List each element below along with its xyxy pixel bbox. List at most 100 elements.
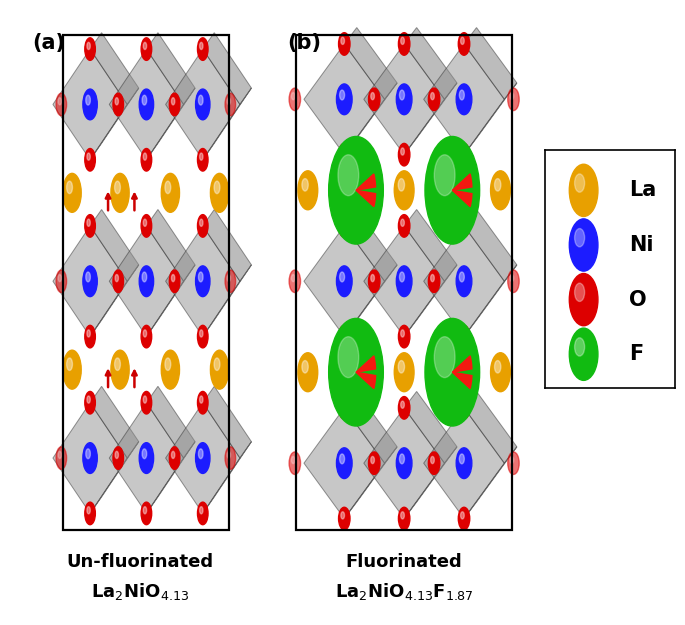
Polygon shape <box>90 265 139 337</box>
Circle shape <box>341 512 345 519</box>
Circle shape <box>141 38 151 61</box>
Polygon shape <box>304 408 385 519</box>
Circle shape <box>458 508 470 530</box>
Circle shape <box>142 272 147 282</box>
Circle shape <box>401 219 404 226</box>
Circle shape <box>458 396 470 419</box>
Circle shape <box>196 89 210 120</box>
Polygon shape <box>203 265 251 337</box>
Wedge shape <box>356 190 375 207</box>
Circle shape <box>336 448 352 479</box>
Circle shape <box>171 274 175 282</box>
Wedge shape <box>356 372 375 389</box>
Polygon shape <box>53 226 127 337</box>
Circle shape <box>115 274 119 282</box>
Circle shape <box>111 350 129 389</box>
Polygon shape <box>404 265 457 337</box>
Polygon shape <box>464 209 517 281</box>
Circle shape <box>329 136 384 244</box>
Circle shape <box>399 454 404 464</box>
Polygon shape <box>90 442 139 513</box>
Polygon shape <box>464 391 517 463</box>
Circle shape <box>86 449 90 459</box>
Polygon shape <box>203 442 251 513</box>
Circle shape <box>113 447 123 469</box>
Circle shape <box>165 358 171 371</box>
Circle shape <box>289 452 301 474</box>
Polygon shape <box>404 83 457 154</box>
Text: F: F <box>629 344 643 364</box>
Circle shape <box>401 512 404 519</box>
Circle shape <box>399 90 404 100</box>
Circle shape <box>169 270 180 292</box>
Circle shape <box>86 272 90 282</box>
Circle shape <box>56 447 66 469</box>
Circle shape <box>141 391 151 414</box>
Circle shape <box>199 153 203 160</box>
Polygon shape <box>203 32 251 104</box>
Polygon shape <box>53 49 127 160</box>
Circle shape <box>397 84 412 115</box>
Circle shape <box>115 451 119 459</box>
Circle shape <box>395 352 414 392</box>
Polygon shape <box>166 49 240 160</box>
Circle shape <box>225 93 236 116</box>
Circle shape <box>291 456 295 464</box>
Circle shape <box>63 350 82 389</box>
Circle shape <box>369 452 380 474</box>
Circle shape <box>425 136 479 244</box>
Circle shape <box>399 272 404 282</box>
Circle shape <box>428 270 440 292</box>
Circle shape <box>87 507 90 514</box>
Circle shape <box>83 89 97 120</box>
Circle shape <box>169 447 180 469</box>
Polygon shape <box>423 44 504 154</box>
Circle shape <box>495 179 501 191</box>
Circle shape <box>199 449 203 459</box>
Circle shape <box>87 396 90 403</box>
Circle shape <box>225 447 236 469</box>
Circle shape <box>86 95 90 105</box>
Circle shape <box>395 171 414 210</box>
Circle shape <box>141 149 151 171</box>
Polygon shape <box>166 402 240 513</box>
Circle shape <box>58 98 62 105</box>
Circle shape <box>428 88 440 111</box>
Circle shape <box>341 401 345 408</box>
Circle shape <box>142 95 147 105</box>
Text: Un-fluorinated: Un-fluorinated <box>67 553 214 571</box>
Circle shape <box>508 270 519 292</box>
Polygon shape <box>147 32 195 104</box>
Circle shape <box>302 179 308 191</box>
Circle shape <box>199 330 203 337</box>
Circle shape <box>398 179 405 191</box>
Circle shape <box>161 173 179 213</box>
Circle shape <box>458 32 470 55</box>
Circle shape <box>85 326 95 348</box>
Circle shape <box>399 396 410 419</box>
Circle shape <box>397 448 412 479</box>
Circle shape <box>58 451 62 459</box>
Polygon shape <box>345 391 397 463</box>
Text: (a): (a) <box>33 32 66 52</box>
Circle shape <box>199 219 203 226</box>
Circle shape <box>399 143 410 166</box>
Polygon shape <box>404 391 457 463</box>
Circle shape <box>199 95 203 105</box>
Circle shape <box>338 143 350 166</box>
Circle shape <box>336 84 352 115</box>
Circle shape <box>569 164 598 216</box>
Wedge shape <box>452 174 472 190</box>
Circle shape <box>458 326 470 348</box>
Wedge shape <box>356 356 375 372</box>
Circle shape <box>398 361 405 373</box>
Circle shape <box>460 330 464 337</box>
Polygon shape <box>109 226 184 337</box>
Wedge shape <box>356 174 375 190</box>
Circle shape <box>460 401 464 408</box>
Circle shape <box>210 350 229 389</box>
Circle shape <box>85 391 95 414</box>
Circle shape <box>143 42 147 49</box>
Circle shape <box>171 451 175 459</box>
Polygon shape <box>147 209 195 281</box>
